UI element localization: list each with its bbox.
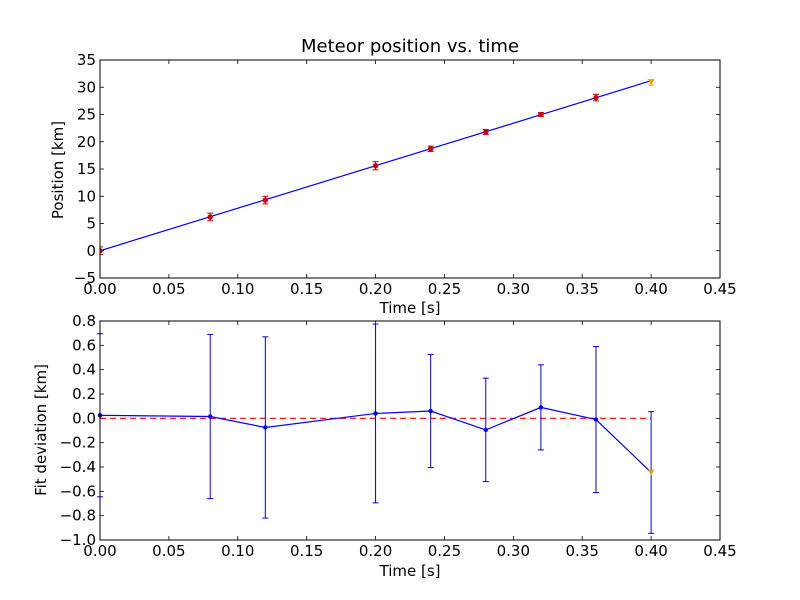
deviation-chart-x-tick-label: 0.25 — [428, 542, 461, 560]
deviation-chart-x-tick-label: 0.10 — [221, 542, 254, 560]
deviation-point — [263, 425, 268, 430]
position-chart-x-tick-label: 0.40 — [634, 280, 667, 298]
deviation-chart-x-tick-label: 0.15 — [290, 542, 323, 560]
position-plot-frame — [99, 59, 721, 279]
deviation-plot-frame — [99, 320, 721, 541]
position-chart-y-tick-label: 15 — [77, 160, 96, 178]
position-chart-y-tick-label: 0 — [86, 242, 96, 260]
position-chart-x-label: Time [s] — [379, 299, 441, 317]
deviation-chart-x-tick-label: 0.05 — [152, 542, 185, 560]
position-point — [372, 163, 379, 169]
deviation-chart-y-tick-label: −0.6 — [60, 482, 96, 500]
position-point — [483, 129, 489, 135]
position-chart: Meteor position vs. time 0.00 0.05 0.10 0.1… — [49, 36, 737, 317]
deviation-chart-x-tick-label: 0.40 — [634, 542, 667, 560]
deviation-excluded-point — [648, 469, 655, 476]
deviation-chart-y-tick-label: −0.4 — [60, 458, 96, 476]
position-chart-x-tick-label: 0.10 — [221, 280, 254, 298]
deviation-point — [373, 411, 378, 416]
deviation-chart-x-tick-label: 0.20 — [359, 542, 392, 560]
deviation-chart-y-tick-label: −0.2 — [60, 434, 96, 452]
position-plot-area: 0.00 0.05 0.10 0.15 0.20 0.25 0.30 0.35 0.40 0.45… — [74, 51, 737, 298]
position-plot-marks — [100, 79, 655, 256]
position-chart-x-tick-label: 0.00 — [83, 280, 116, 298]
position-chart-x-tick-label: 0.05 — [152, 280, 185, 298]
deviation-chart-y-tick-label: 0.8 — [72, 312, 96, 330]
position-chart-y-tick-label: 5 — [86, 215, 96, 233]
position-point — [262, 197, 269, 203]
position-chart-y-tick-label: −5 — [74, 269, 96, 287]
deviation-chart-y-tick-label: 0.0 — [72, 409, 96, 427]
position-chart-x-tick-label: 0.20 — [359, 280, 392, 298]
deviation-point — [428, 408, 433, 414]
deviation-plot-marks — [97, 323, 655, 534]
position-point — [207, 214, 213, 220]
position-chart-y-tick-label: 30 — [77, 78, 96, 96]
deviation-chart-x-tick-label: 0.35 — [566, 542, 599, 560]
deviation-point — [208, 414, 213, 419]
position-chart-x-tick-label: 0.15 — [290, 280, 323, 298]
deviation-point — [593, 417, 599, 422]
position-chart-y-tick-label: 10 — [77, 187, 96, 205]
deviation-chart-x-label: Time [s] — [379, 562, 441, 580]
deviation-point — [483, 427, 488, 433]
deviation-chart-x-tick-label: 0.00 — [83, 542, 116, 560]
position-chart-x-tick-label: 0.30 — [497, 280, 530, 298]
deviation-chart-y-label: Fit deviation [km] — [32, 364, 50, 496]
position-chart-x-tick-label: 0.45 — [703, 280, 736, 298]
deviation-chart-y-tick-label: 0.6 — [72, 336, 96, 354]
deviation-chart-y-tick-label: −1.0 — [60, 531, 96, 549]
position-chart-y-tick-label: 25 — [77, 106, 96, 124]
position-chart-x-tick-label: 0.35 — [566, 280, 599, 298]
deviation-chart: 0.00 0.05 0.10 0.15 0.20 0.25 0.30 0.35 0.40 0.45… — [32, 312, 737, 580]
position-point — [593, 94, 599, 101]
position-excluded-point — [648, 79, 655, 86]
position-chart-y-tick-label: 35 — [77, 51, 96, 69]
position-chart-y-label: Position [km] — [49, 121, 67, 219]
deviation-plot-area: 0.00 0.05 0.10 0.15 0.20 0.25 0.30 0.35 0.40 0.45… — [60, 312, 737, 560]
deviation-chart-x-tick-label: 0.30 — [497, 542, 530, 560]
deviation-chart-y-tick-label: 0.2 — [72, 385, 96, 403]
position-chart-y-tick-label: 20 — [77, 133, 96, 151]
deviation-chart-x-tick-label: 0.45 — [703, 542, 736, 560]
position-point — [427, 146, 434, 152]
deviation-chart-y-tick-label: −0.8 — [60, 507, 96, 525]
deviation-chart-y-tick-label: 0.4 — [72, 361, 96, 379]
position-point — [538, 111, 544, 118]
position-chart-title: Meteor position vs. time — [301, 36, 519, 57]
deviation-point — [538, 405, 544, 410]
position-chart-x-tick-label: 0.25 — [428, 280, 461, 298]
